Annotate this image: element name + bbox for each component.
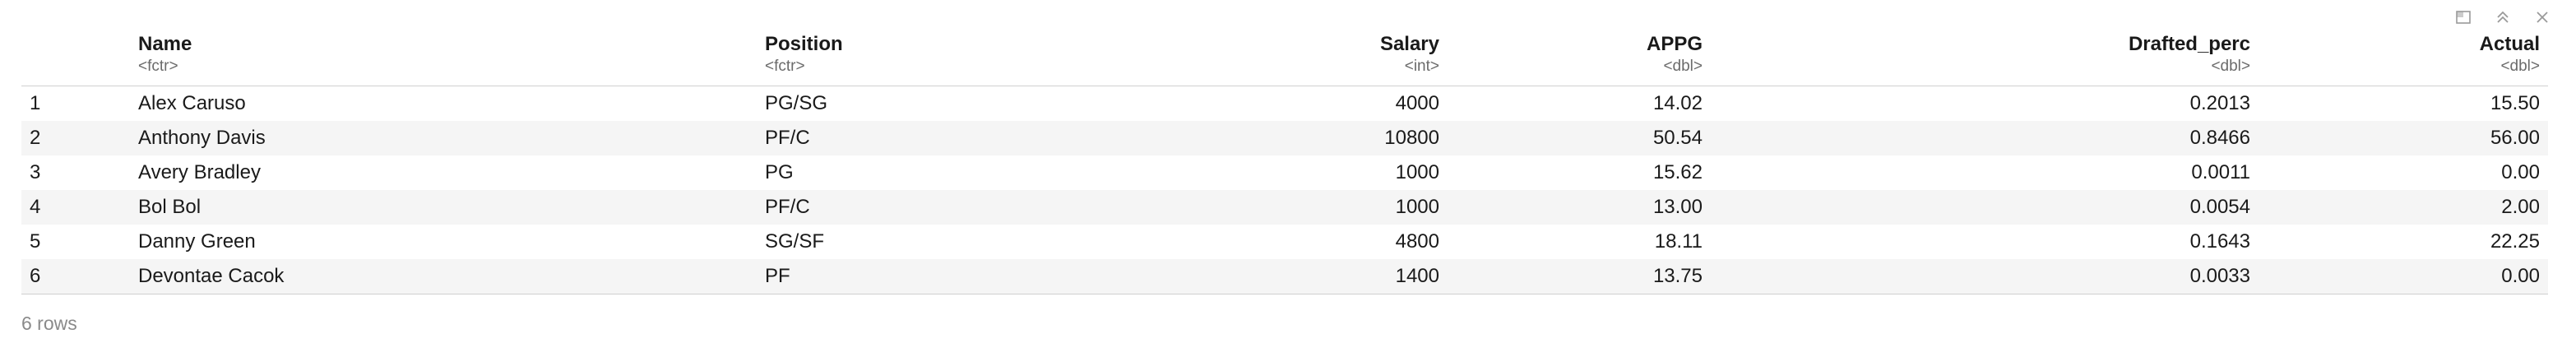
column-type: <fctr>	[138, 58, 178, 75]
column-type: <fctr>	[765, 58, 805, 75]
cell-salary: 4000	[1395, 92, 1439, 114]
cell-drafted-perc: 0.2013	[2189, 92, 2250, 114]
column-type: <dbl>	[1663, 58, 1703, 75]
cell-name: Bol Bol	[130, 190, 757, 225]
cell-position: PF/C	[757, 190, 1184, 225]
cell-salary: 1400	[1184, 259, 1448, 294]
data-table: Name <fctr> Position <fctr> Salary <int> APPG <…	[21, 33, 2548, 294]
cell-index: 6	[21, 259, 130, 294]
column-header-position[interactable]: Position <fctr>	[757, 33, 1184, 86]
column-header-index[interactable]	[21, 33, 130, 86]
cell-actual: 56.00	[2259, 121, 2548, 155]
column-header-appg[interactable]: APPG <dbl>	[1448, 33, 1711, 86]
column-label: APPG	[1646, 33, 1703, 55]
cell-name: Alex Caruso	[138, 92, 246, 114]
collapse-icon	[2497, 11, 2509, 23]
cell-name: Devontae Cacok	[130, 259, 757, 294]
column-label: Drafted_perc	[2128, 33, 2250, 55]
column-label: Name	[138, 33, 192, 55]
column-label: Actual	[2479, 33, 2540, 55]
cell-position: PF	[757, 259, 1184, 294]
table-row: 3 Avery Bradley PG 1000 15.62 0.0011 0.00	[21, 155, 2548, 190]
cell-index: 4	[21, 190, 130, 225]
cell-salary: 1000	[1395, 161, 1439, 183]
column-header-drafted-perc[interactable]: Drafted_perc <dbl>	[1711, 33, 2259, 86]
table-row: 1 Alex Caruso PG/SG 4000 14.02 0.2013 15.50	[21, 86, 2548, 122]
cell-salary: 4800	[1395, 230, 1439, 253]
cell-drafted-perc: 0.0033	[1711, 259, 2259, 294]
header-row: Name <fctr> Position <fctr> Salary <int> APPG <…	[21, 33, 2548, 86]
cell-drafted-perc: 0.8466	[1711, 121, 2259, 155]
cell-drafted-perc: 0.0054	[1711, 190, 2259, 225]
cell-appg: 13.75	[1448, 259, 1711, 294]
cell-salary: 10800	[1184, 121, 1448, 155]
cell-position: PG/SG	[765, 92, 828, 114]
popout-button[interactable]	[2454, 8, 2472, 26]
table-row: 2 Anthony Davis PF/C 10800 50.54 0.8466 56.00	[21, 121, 2548, 155]
cell-name: Avery Bradley	[138, 161, 261, 183]
table-row: 5 Danny Green SG/SF 4800 18.11 0.1643 22.25	[21, 225, 2548, 259]
cell-index: 2	[21, 121, 130, 155]
cell-actual: 2.00	[2259, 190, 2548, 225]
close-icon	[2537, 12, 2548, 23]
cell-appg: 18.11	[1654, 230, 1703, 253]
column-type: <dbl>	[2500, 58, 2540, 75]
cell-appg: 50.54	[1448, 121, 1711, 155]
viewer-toolbar	[2454, 8, 2551, 26]
collapse-button[interactable]	[2494, 8, 2512, 26]
column-label: Position	[765, 33, 843, 55]
cell-index: 3	[30, 161, 41, 183]
close-button[interactable]	[2533, 8, 2551, 26]
cell-index: 1	[30, 92, 41, 114]
cell-actual: 22.25	[2490, 230, 2540, 253]
cell-position: PF/C	[757, 121, 1184, 155]
cell-position: PG	[765, 161, 794, 183]
table-body: 1 Alex Caruso PG/SG 4000 14.02 0.2013 15.50 2 An…	[21, 86, 2548, 294]
column-header-salary[interactable]: Salary <int>	[1184, 33, 1448, 86]
cell-actual: 15.50	[2490, 92, 2540, 114]
table-row: 6 Devontae Cacok PF 1400 13.75 0.0033 0.00	[21, 259, 2548, 294]
cell-appg: 15.62	[1652, 161, 1703, 183]
cell-index: 5	[30, 230, 41, 253]
cell-name: Anthony Davis	[130, 121, 757, 155]
popout-icon	[2456, 11, 2471, 24]
cell-drafted-perc: 0.0011	[2191, 161, 2250, 183]
column-type: <int>	[1404, 58, 1439, 75]
column-header-name[interactable]: Name <fctr>	[130, 33, 757, 86]
cell-salary: 1000	[1184, 190, 1448, 225]
cell-appg: 13.00	[1448, 190, 1711, 225]
row-count-label: 6 rows	[21, 313, 77, 334]
column-label: Salary	[1379, 33, 1439, 55]
cell-appg: 14.02	[1652, 92, 1703, 114]
data-table-container: Name <fctr> Position <fctr> Salary <int> APPG <…	[21, 33, 2548, 294]
column-type: <dbl>	[2211, 58, 2250, 75]
table-row: 4 Bol Bol PF/C 1000 13.00 0.0054 2.00	[21, 190, 2548, 225]
column-header-actual[interactable]: Actual <dbl>	[2259, 33, 2548, 86]
cell-actual: 0.00	[2259, 259, 2548, 294]
cell-actual: 0.00	[2501, 161, 2540, 183]
cell-name: Danny Green	[138, 230, 256, 253]
cell-position: SG/SF	[765, 230, 825, 253]
cell-drafted-perc: 0.1643	[2189, 230, 2250, 253]
